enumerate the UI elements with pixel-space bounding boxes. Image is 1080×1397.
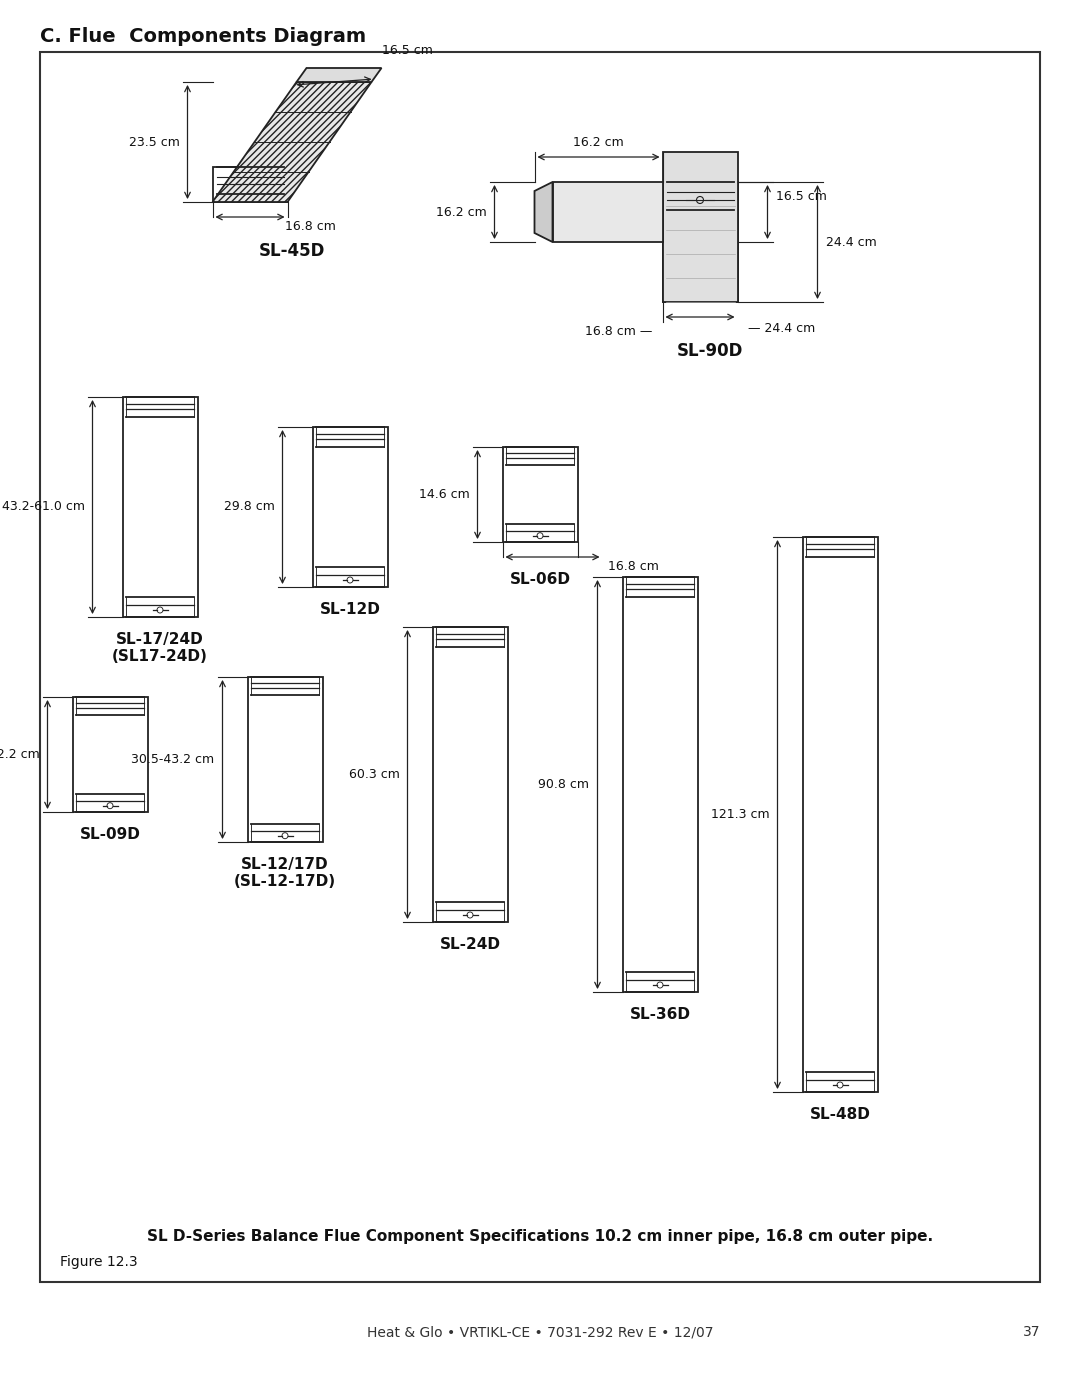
Text: 30.5-43.2 cm: 30.5-43.2 cm xyxy=(132,753,215,766)
Text: SL-24D: SL-24D xyxy=(440,937,500,951)
Text: 14.6 cm: 14.6 cm xyxy=(419,488,470,502)
Text: 90.8 cm: 90.8 cm xyxy=(539,778,590,791)
Bar xyxy=(432,627,508,922)
Text: SL-12D: SL-12D xyxy=(320,602,380,617)
Text: 16.5 cm: 16.5 cm xyxy=(775,190,826,204)
Bar xyxy=(312,427,388,587)
Polygon shape xyxy=(535,182,553,242)
Text: 23.5 cm: 23.5 cm xyxy=(129,136,179,148)
Text: SL-06D: SL-06D xyxy=(510,571,570,587)
Text: 29.8 cm: 29.8 cm xyxy=(224,500,274,514)
Text: 16.8 cm: 16.8 cm xyxy=(607,560,659,573)
Bar xyxy=(72,697,148,812)
Text: Figure 12.3: Figure 12.3 xyxy=(60,1255,137,1268)
Text: — 24.4 cm: — 24.4 cm xyxy=(747,321,814,335)
Text: SL-09D: SL-09D xyxy=(80,827,140,842)
Text: SL-12/17D
(SL-12-17D): SL-12/17D (SL-12-17D) xyxy=(234,856,336,890)
Text: C. Flue  Components Diagram: C. Flue Components Diagram xyxy=(40,27,366,46)
Bar xyxy=(122,397,198,617)
Text: 60.3 cm: 60.3 cm xyxy=(349,768,400,781)
Text: 16.8 cm: 16.8 cm xyxy=(285,219,336,233)
Bar xyxy=(502,447,578,542)
Text: 121.3 cm: 121.3 cm xyxy=(711,807,769,821)
Text: SL-48D: SL-48D xyxy=(810,1106,870,1122)
Polygon shape xyxy=(213,82,372,203)
Text: 24.4 cm: 24.4 cm xyxy=(825,236,876,249)
Text: SL-17/24D
(SL17-24D): SL-17/24D (SL17-24D) xyxy=(112,631,208,665)
Text: SL-45D: SL-45D xyxy=(259,242,325,260)
Bar xyxy=(553,182,662,242)
Text: 22.2 cm: 22.2 cm xyxy=(0,747,40,761)
Text: SL D-Series Balance Flue Component Specifications 10.2 cm inner pipe, 16.8 cm ou: SL D-Series Balance Flue Component Speci… xyxy=(147,1229,933,1245)
Text: SL-36D: SL-36D xyxy=(630,1007,690,1023)
Text: 37: 37 xyxy=(1023,1324,1040,1338)
Bar xyxy=(213,168,287,203)
Text: 43.2-61.0 cm: 43.2-61.0 cm xyxy=(1,500,84,514)
Bar xyxy=(40,52,1040,1282)
Text: SL-90D: SL-90D xyxy=(677,342,743,360)
Bar xyxy=(802,536,877,1092)
Text: Heat & Glo • VRTIKL-CE • 7031-292 Rev E • 12/07: Heat & Glo • VRTIKL-CE • 7031-292 Rev E … xyxy=(367,1324,713,1338)
Text: 16.2 cm: 16.2 cm xyxy=(435,205,486,218)
Bar xyxy=(622,577,698,992)
Bar xyxy=(247,678,323,842)
Polygon shape xyxy=(297,68,381,82)
Text: 16.2 cm: 16.2 cm xyxy=(573,136,624,149)
Text: 16.8 cm —: 16.8 cm — xyxy=(585,326,652,338)
Polygon shape xyxy=(662,152,738,302)
Text: 16.5 cm: 16.5 cm xyxy=(381,43,432,57)
Bar xyxy=(662,182,738,302)
